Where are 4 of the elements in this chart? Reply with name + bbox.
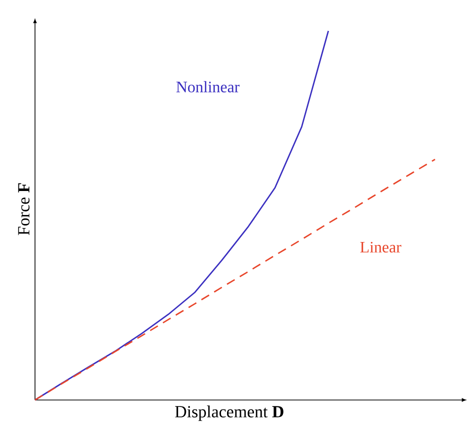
x-axis-title: Displacement D bbox=[175, 406, 284, 421]
text: Linear bbox=[360, 242, 402, 253]
y-axis-title: Force F bbox=[18, 183, 30, 236]
text: Nonlinear bbox=[176, 81, 240, 92]
